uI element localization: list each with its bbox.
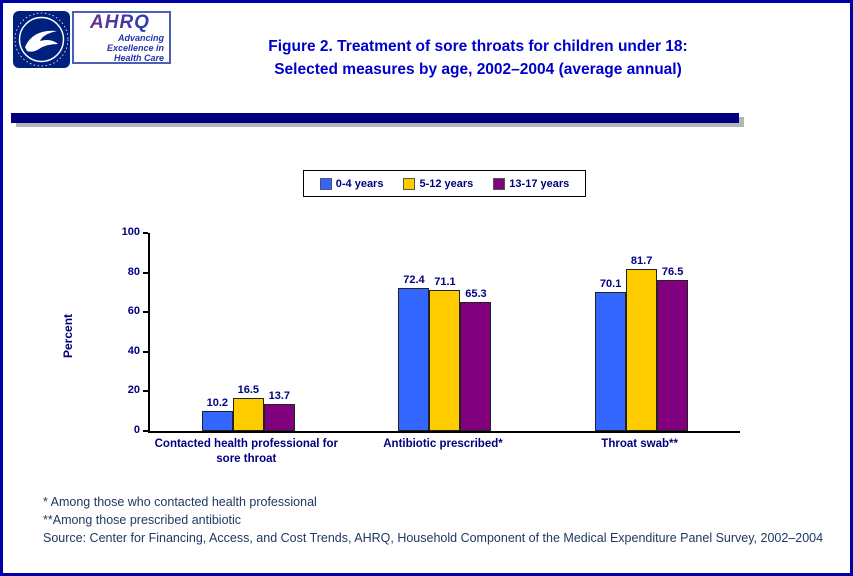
legend-swatch-icon	[319, 177, 332, 190]
y-tick-label: 100	[121, 226, 140, 238]
legend-item: 0-4 years	[319, 177, 384, 190]
y-axis-label: Percent	[61, 313, 75, 358]
bar-wrap: 81.7	[626, 255, 658, 431]
legend-label: 0-4 years	[335, 177, 384, 190]
figure-title: Figure 2. Treatment of sore throats for …	[193, 35, 763, 81]
ahrq-tagline-line2: Excellence in	[106, 42, 164, 53]
category-label: Contacted health professional for sore t…	[154, 438, 339, 465]
bar-wrap: 16.5	[232, 384, 264, 431]
bar-wrap: 76.5	[657, 265, 689, 431]
ahrq-logo-text: AHRQ	[90, 11, 150, 33]
category-label: Throat swab**	[601, 438, 678, 450]
y-tick-label: 60	[127, 305, 140, 318]
legend-swatch-icon	[493, 177, 506, 190]
bar	[460, 301, 492, 431]
bar-value-label: 13.7	[268, 389, 291, 402]
legend-swatch-icon	[403, 177, 416, 190]
bar-group: 10.2 16.5 13.7	[201, 384, 295, 431]
figure-title-line2: Selected measures by age, 2002–2004 (ave…	[274, 61, 682, 78]
bar-value-label: 16.5	[237, 384, 260, 397]
ahrq-tagline-line1: Advancing	[117, 32, 164, 43]
bar-chart: 0 20 40 60 80 100 10.2 16.5 13.7 72.4 71.1 65.3 70.…	[122, 226, 740, 436]
legend-item: 5-12 years	[403, 177, 474, 190]
y-tick-label: 80	[127, 265, 140, 278]
bar-wrap: 13.7	[263, 389, 295, 431]
source-note: Source: Center for Financing, Access, an…	[43, 531, 824, 545]
ahrq-logo: AHRQ Advancing Excellence in Health Care	[72, 11, 171, 64]
bar-wrap: 65.3	[460, 287, 492, 431]
bar-group: 72.4 71.1 65.3	[398, 273, 492, 431]
bar-value-label: 76.5	[661, 265, 684, 278]
header-divider-bar	[11, 113, 739, 123]
bar-wrap: 70.1	[595, 278, 627, 431]
bar	[429, 290, 461, 431]
bar-value-label: 71.1	[434, 276, 456, 289]
bar	[398, 287, 430, 431]
footnote-2: **Among those prescribed antibiotic	[43, 513, 242, 527]
bar-value-label: 10.2	[206, 396, 229, 409]
bar-wrap: 71.1	[429, 276, 461, 431]
bar-group: 70.1 81.7 76.5	[595, 255, 689, 431]
bar	[595, 292, 627, 431]
y-tick-mark	[143, 430, 148, 432]
bar-groups: 10.2 16.5 13.7 72.4 71.1 65.3 70.1 81.7 76.5	[150, 233, 740, 431]
hhs-logo-icon	[13, 11, 70, 68]
footnotes: * Among those who contacted health profe…	[43, 493, 825, 547]
y-tick-label: 20	[127, 384, 140, 397]
y-tick-mark	[143, 390, 148, 393]
y-tick-mark	[143, 271, 148, 274]
bar-value-label: 72.4	[403, 273, 425, 286]
bar-wrap: 72.4	[398, 273, 430, 431]
bar-value-label: 70.1	[599, 278, 622, 291]
legend-item: 13-17 years	[493, 177, 570, 190]
bar	[232, 398, 264, 431]
bar-wrap: 10.2	[201, 396, 233, 431]
bar-value-label: 81.7	[630, 255, 653, 268]
bar	[626, 269, 658, 431]
ahrq-tagline-line3: Health Care	[113, 52, 164, 63]
y-tick-mark	[143, 232, 148, 234]
legend-label: 5-12 years	[419, 177, 474, 190]
y-tick-mark	[143, 350, 148, 353]
category-labels: Contacted health professional for sore t…	[148, 437, 738, 467]
y-tick-label: 40	[127, 344, 140, 357]
bar-value-label: 65.3	[465, 287, 487, 300]
legend: 0-4 years 5-12 years 13-17 years	[303, 170, 586, 197]
footnote-1: * Among those who contacted health profe…	[43, 495, 317, 509]
y-tick-mark	[143, 311, 148, 314]
figure-title-line1: Figure 2. Treatment of sore throats for …	[268, 38, 688, 55]
y-tick-label: 0	[133, 424, 140, 436]
category-label: Antibiotic prescribed*	[383, 438, 503, 450]
legend-label: 13-17 years	[509, 177, 570, 190]
bar	[263, 403, 295, 431]
bar	[657, 279, 689, 431]
bar	[201, 410, 233, 431]
